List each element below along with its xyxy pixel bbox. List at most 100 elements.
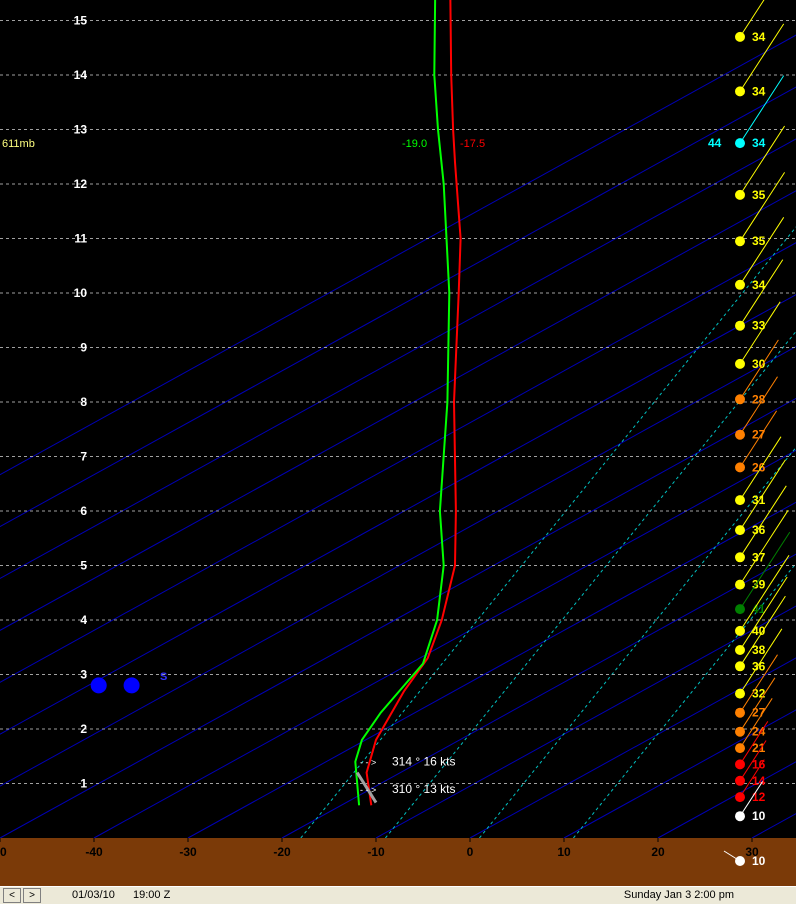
wind-dot [735, 811, 745, 822]
x-tick-label: 10 [557, 845, 571, 859]
isotherm-line [281, 553, 796, 839]
wind-dot [735, 688, 745, 699]
altitude-tick-label: 15 [74, 14, 88, 28]
wind-column: 3634343435353433302827263136373941403836… [735, 0, 791, 823]
wind-dot [735, 358, 745, 369]
wind-annotations: - - > 314 ° 16 kts - - > 310 ° 13 kts [360, 755, 456, 796]
status-bar: < > 01/03/10 19:00 Z Sunday Jan 3 2:00 p… [0, 886, 796, 904]
isotherm-line [0, 397, 796, 839]
cursor-wind-value: 44 [708, 136, 722, 150]
wind-barb [739, 125, 786, 196]
isotherm-line [0, 294, 796, 735]
isotherm-line [0, 138, 796, 580]
wind-barb [739, 23, 785, 92]
wind-barb [739, 436, 782, 501]
wind-barb [739, 654, 778, 713]
x-tick-label: 20 [651, 845, 665, 859]
wind-barb [739, 759, 765, 798]
altitude-tick-label: 13 [74, 123, 88, 137]
x-tick-label: 30 [745, 845, 759, 859]
blue-marker [123, 677, 140, 694]
blue-marker-label: S [160, 671, 167, 683]
wind-dot [735, 394, 745, 405]
wind-speed-label: 27 [752, 428, 766, 442]
dewpoint-line [354, 0, 451, 806]
altitude-tick-label: 5 [80, 559, 87, 573]
wind-speed-label: 34 [752, 84, 766, 98]
isotherm-line [93, 449, 796, 839]
wind-speed-label: 27 [752, 706, 766, 720]
wind-speed-label: 41 [752, 602, 766, 616]
wind-speed-label: 12 [752, 790, 766, 804]
x-tick-label: -40 [85, 845, 103, 859]
wind-dot [735, 759, 745, 770]
wind-barb [739, 628, 783, 694]
wind-speed-label: 34 [752, 136, 766, 150]
wind-annotation: 310 ° 13 kts [392, 782, 456, 796]
altitude-tick-label: 3 [80, 668, 87, 682]
isotherm-line [187, 501, 796, 839]
cursor-pressure-label: 611mb [2, 138, 35, 150]
wind-barb [739, 698, 773, 749]
isotherm-line [0, 34, 796, 476]
altitude-tick-label: 11 [74, 232, 87, 246]
wind-speed-label: 39 [752, 578, 766, 592]
wind-barb [739, 259, 784, 326]
wind-dot [735, 138, 745, 149]
profile-lines [354, 0, 462, 806]
altitude-tick-label: 2 [80, 722, 87, 736]
previous-button[interactable]: < [3, 888, 21, 903]
wind-speed-label: 38 [752, 643, 766, 657]
status-date: 01/03/10 [72, 889, 115, 901]
wind-barb [739, 410, 778, 468]
wind-dot [735, 726, 745, 737]
wind-speed-label: 24 [752, 725, 766, 739]
isotherm-line [0, 345, 796, 787]
wind-dot [735, 743, 745, 754]
x-tick-label: -10 [367, 845, 385, 859]
wind-dot [735, 429, 745, 440]
cursor-readout: 611mb -19.0 -17.5 44 [2, 136, 722, 150]
wind-dot [735, 625, 745, 636]
wind-dot [735, 279, 745, 290]
wind-barb [739, 721, 769, 765]
wind-barb [739, 301, 781, 365]
wind-barb [739, 485, 787, 558]
wind-speed-label: 21 [752, 741, 766, 755]
status-local-time: Sunday Jan 3 2:00 pm [623, 889, 734, 901]
wind-speed-label: 32 [752, 687, 766, 701]
isotherm-lines [0, 34, 796, 839]
wind-arrow: - - > [360, 758, 376, 768]
wind-barb [739, 376, 778, 435]
x-tick-label: -20 [273, 845, 291, 859]
temperature-line [365, 0, 462, 806]
wind-barb [739, 510, 789, 585]
cursor-dewpoint-label: -19.0 [402, 138, 427, 150]
wind-speed-label: 34 [752, 30, 766, 44]
altitude-tick-label: 8 [80, 395, 87, 409]
wind-dot [735, 645, 745, 655]
wind-speed-label: 35 [752, 234, 766, 248]
wind-arrow: - - > [360, 785, 376, 795]
isotherm-line [0, 86, 796, 528]
next-button[interactable]: > [23, 888, 41, 903]
altitude-tick-label: 7 [80, 450, 87, 464]
wind-barb [739, 75, 785, 144]
surface-wind-label: 10 [752, 854, 766, 868]
wind-speed-label: 30 [752, 357, 766, 371]
isotherm-line [0, 190, 796, 631]
isotherm-line [375, 605, 796, 839]
wind-dot [735, 236, 745, 247]
wind-barb [739, 781, 764, 817]
blue-markers: S [90, 671, 167, 694]
wind-barb [739, 459, 786, 531]
wind-barb [739, 677, 776, 732]
cursor-temperature-label: -17.5 [460, 138, 485, 150]
wind-speed-label: 14 [752, 774, 766, 788]
wind-dot [735, 462, 745, 473]
wind-barb [739, 172, 786, 242]
